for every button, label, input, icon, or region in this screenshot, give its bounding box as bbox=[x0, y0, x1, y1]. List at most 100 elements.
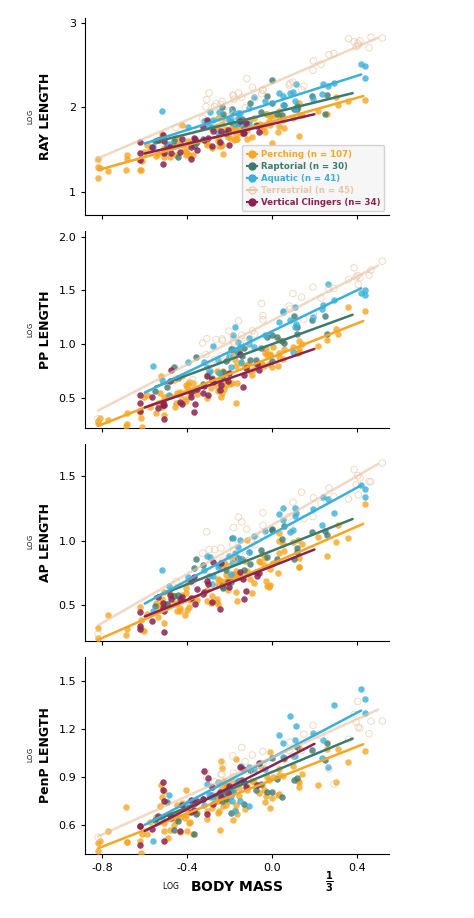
Point bbox=[213, 119, 221, 134]
Point bbox=[248, 585, 256, 599]
Point bbox=[140, 858, 147, 873]
Point bbox=[181, 812, 189, 826]
Point bbox=[206, 104, 213, 118]
Point bbox=[138, 826, 146, 841]
Point bbox=[289, 535, 297, 550]
Point bbox=[227, 787, 234, 801]
Point bbox=[205, 787, 212, 801]
Point bbox=[319, 489, 327, 504]
Point bbox=[279, 768, 287, 783]
Point bbox=[201, 764, 208, 778]
Point bbox=[354, 468, 362, 483]
Point bbox=[96, 161, 104, 175]
Point bbox=[155, 610, 162, 624]
Point bbox=[167, 811, 174, 825]
Point bbox=[156, 133, 164, 148]
Point bbox=[187, 793, 194, 808]
Point bbox=[199, 120, 207, 135]
Point bbox=[266, 562, 273, 577]
Point bbox=[183, 602, 191, 617]
Point bbox=[159, 395, 167, 409]
Point bbox=[215, 365, 223, 380]
Point bbox=[207, 380, 215, 395]
Point bbox=[161, 816, 168, 831]
Point bbox=[217, 555, 224, 570]
Point bbox=[161, 408, 168, 422]
Point bbox=[203, 368, 210, 383]
Point bbox=[235, 106, 242, 120]
Point bbox=[176, 824, 184, 839]
Point bbox=[227, 376, 234, 391]
Point bbox=[268, 785, 276, 800]
Point bbox=[275, 85, 283, 100]
Point bbox=[236, 340, 244, 354]
Point bbox=[199, 791, 207, 806]
Point bbox=[203, 549, 211, 564]
Point bbox=[314, 104, 322, 118]
Point bbox=[229, 343, 237, 358]
Point bbox=[173, 131, 181, 146]
Point bbox=[237, 772, 245, 787]
Point bbox=[212, 96, 220, 111]
Point bbox=[178, 588, 186, 603]
Point bbox=[344, 531, 352, 545]
Point bbox=[123, 834, 131, 849]
Point bbox=[163, 139, 171, 153]
Point bbox=[260, 557, 268, 572]
Point bbox=[211, 775, 219, 789]
Point bbox=[256, 758, 264, 773]
Point bbox=[210, 124, 217, 139]
Point bbox=[189, 826, 197, 841]
Point bbox=[201, 563, 208, 577]
Point bbox=[293, 319, 301, 334]
Point bbox=[285, 78, 293, 93]
Point bbox=[354, 36, 362, 50]
Point bbox=[275, 315, 283, 330]
Point bbox=[250, 761, 258, 776]
Point bbox=[268, 360, 275, 375]
Point bbox=[154, 133, 162, 148]
Point bbox=[219, 364, 227, 378]
Point bbox=[166, 374, 174, 388]
Point bbox=[258, 86, 265, 101]
Point bbox=[229, 328, 237, 342]
Point bbox=[228, 115, 235, 129]
Point bbox=[149, 604, 157, 619]
Point bbox=[186, 592, 194, 607]
Point bbox=[229, 334, 237, 349]
Point bbox=[367, 475, 375, 489]
Point bbox=[268, 136, 275, 151]
Text: $\mathbf{BODY\ MASS}$: $\mathbf{BODY\ MASS}$ bbox=[190, 879, 284, 894]
Point bbox=[167, 591, 174, 606]
Point bbox=[160, 823, 168, 838]
Point bbox=[246, 556, 254, 571]
Point bbox=[219, 369, 226, 384]
Point bbox=[289, 345, 296, 360]
Point bbox=[186, 387, 194, 402]
Point bbox=[357, 681, 365, 696]
Point bbox=[279, 512, 287, 527]
Point bbox=[362, 691, 369, 706]
Point bbox=[230, 778, 238, 793]
Point bbox=[199, 798, 207, 812]
Text: PP LENGTH: PP LENGTH bbox=[39, 290, 53, 369]
Point bbox=[171, 130, 178, 145]
Point bbox=[255, 554, 263, 568]
Point bbox=[235, 776, 242, 790]
Point bbox=[239, 126, 247, 140]
Point bbox=[209, 801, 216, 816]
Point bbox=[213, 379, 220, 394]
Point bbox=[178, 795, 186, 810]
Point bbox=[203, 804, 210, 819]
Point bbox=[232, 564, 240, 578]
Point bbox=[213, 792, 221, 807]
Point bbox=[171, 808, 178, 823]
Point bbox=[210, 568, 217, 583]
Point bbox=[94, 151, 102, 166]
Point bbox=[228, 341, 236, 356]
Point bbox=[238, 773, 246, 788]
Point bbox=[174, 588, 182, 602]
Point bbox=[235, 314, 242, 329]
Point bbox=[278, 790, 286, 805]
Point bbox=[161, 145, 168, 160]
